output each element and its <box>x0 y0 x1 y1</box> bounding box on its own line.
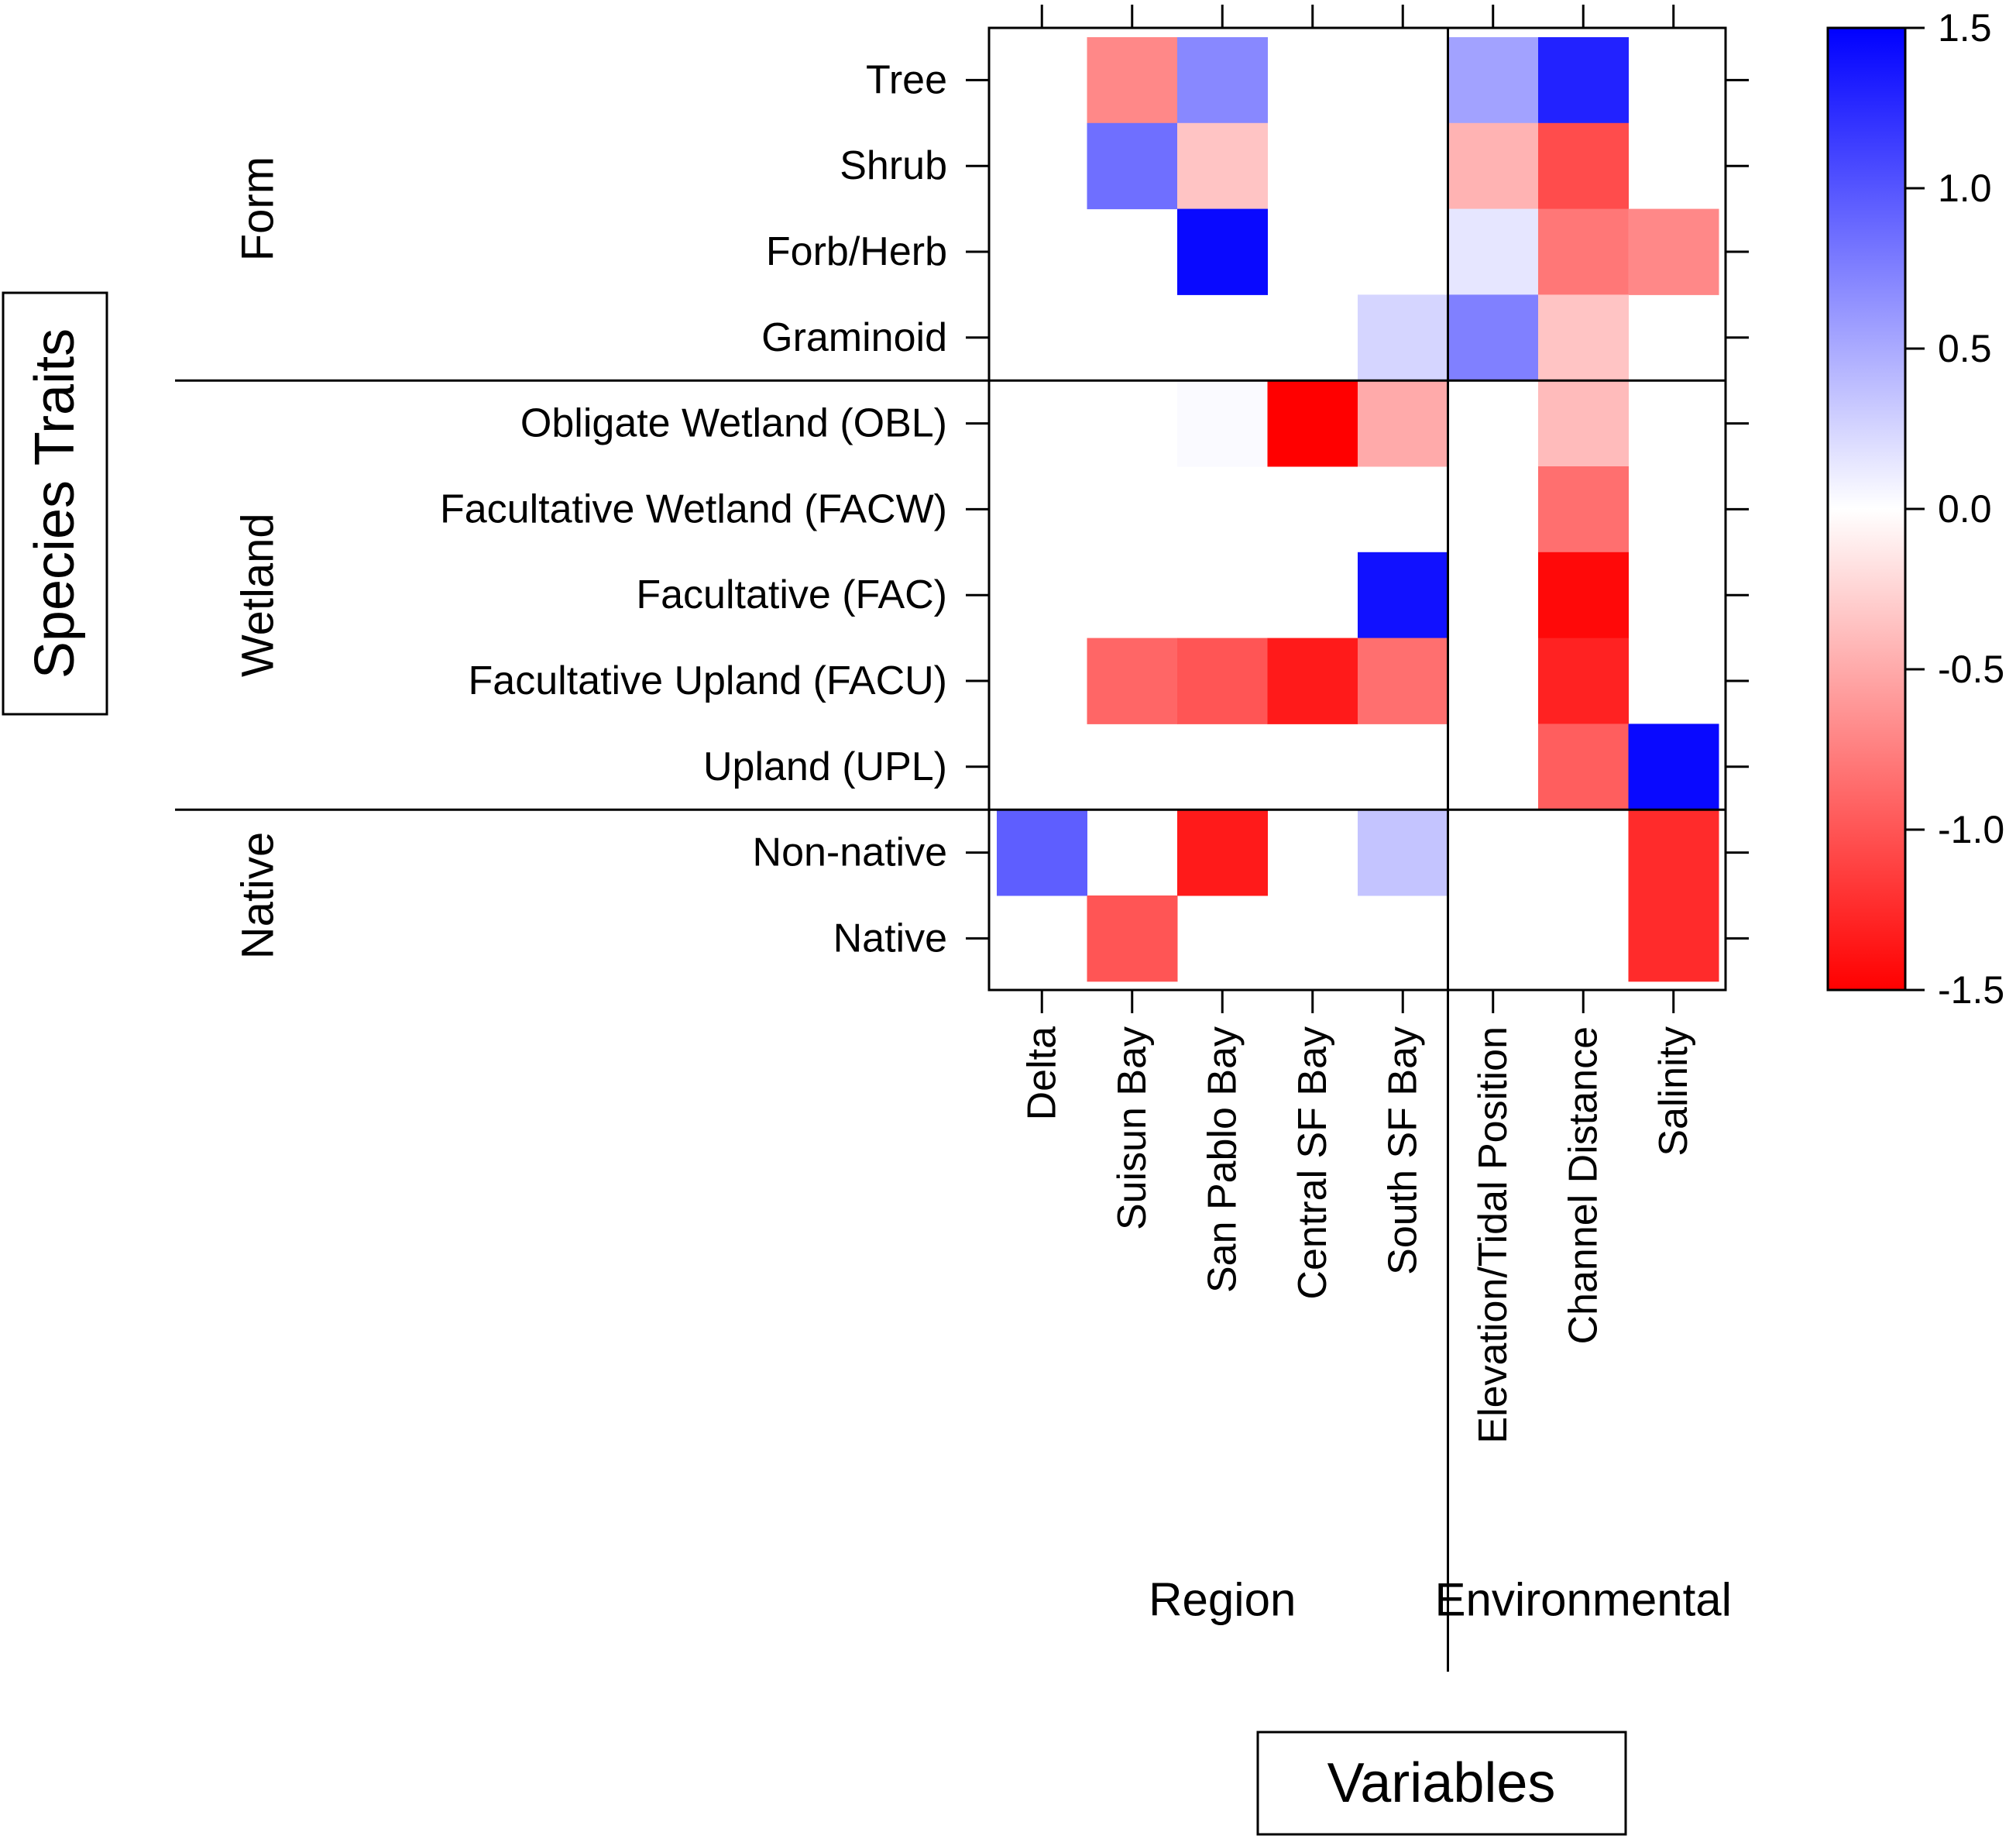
row-label-graminoid: Graminoid <box>761 315 947 360</box>
cell-facultative-upland-facu-suisun-bay <box>1087 638 1178 724</box>
cell-upland-upl-salinity <box>1628 724 1719 810</box>
cell-non-native-san-pablo-bay <box>1177 810 1268 896</box>
row-group-label-form: Form <box>233 156 283 261</box>
cell-tree-elevation-tidal-position <box>1448 37 1539 124</box>
column-label-south-sf-bay: South SF Bay <box>1380 1026 1425 1275</box>
colorbar-tick-label: 1.0 <box>1938 167 1992 210</box>
row-label-forb-herb: Forb/Herb <box>766 229 947 274</box>
colorbar: 1.5 1.0 0.5 0.0 -0.5 -1.0 -1.5 <box>1826 6 2004 1012</box>
cell-native-suisun-bay <box>1087 895 1178 982</box>
row-label-non-native: Non-native <box>753 830 947 875</box>
y-axis-title: Species Traits <box>24 328 86 679</box>
column-label-channel-distance: Channel Distance <box>1561 1026 1606 1344</box>
cell-tree-suisun-bay <box>1087 37 1178 124</box>
cell-graminoid-south-sf-bay <box>1358 294 1448 381</box>
cell-obligate-wetland-obl-san-pablo-bay <box>1177 380 1268 467</box>
colorbar-tick-label: -1.5 <box>1938 968 2004 1012</box>
column-label-central-sf-bay: Central SF Bay <box>1290 1026 1335 1300</box>
cell-facultative-upland-facu-south-sf-bay <box>1358 638 1448 724</box>
row-label-upland-upl: Upland (UPL) <box>703 744 947 789</box>
cell-obligate-wetland-obl-channel-distance <box>1538 380 1629 467</box>
column-label-san-pablo-bay: San Pablo Bay <box>1200 1026 1245 1293</box>
cell-facultative-upland-facu-channel-distance <box>1538 638 1629 724</box>
cell-forb-herb-channel-distance <box>1538 208 1629 295</box>
column-group-label-environmental: Environmental <box>1434 1574 1732 1626</box>
column-label-delta: Delta <box>1019 1026 1064 1120</box>
cell-facultative-fac-channel-distance <box>1538 552 1629 639</box>
row-label-obligate-wetland-obl: Obligate Wetland (OBL) <box>520 401 947 446</box>
cell-facultative-wetland-facw-channel-distance <box>1538 466 1629 553</box>
row-label-tree: Tree <box>866 57 947 102</box>
row-label-facultative-upland-facu: Facultative Upland (FACU) <box>469 658 947 703</box>
cell-non-native-salinity <box>1628 810 1719 896</box>
column-label-salinity: Salinity <box>1651 1026 1696 1157</box>
row-group-label-native: Native <box>233 832 283 959</box>
cell-upland-upl-channel-distance <box>1538 724 1629 810</box>
row-group-label-wetland: Wetland <box>233 513 283 677</box>
cell-tree-san-pablo-bay <box>1177 37 1268 124</box>
cell-graminoid-elevation-tidal-position <box>1448 294 1539 381</box>
cell-facultative-fac-south-sf-bay <box>1358 552 1448 639</box>
y-title-box <box>2 291 108 716</box>
column-label-elevation-tidal-position: Elevation/Tidal Position <box>1471 1026 1516 1444</box>
colorbar-gradient <box>1826 26 1907 992</box>
group-labels: Form Wetland Native Region Environmental <box>233 156 1733 1626</box>
colorbar-tick-label: -0.5 <box>1938 648 2004 691</box>
cell-facultative-upland-facu-san-pablo-bay <box>1177 638 1268 724</box>
x-title-box <box>1256 1731 1627 1836</box>
cell-tree-channel-distance <box>1538 37 1629 124</box>
row-label-shrub: Shrub <box>840 143 947 188</box>
row-label-facultative-wetland-facw: Facultative Wetland (FACW) <box>440 486 947 531</box>
colorbar-tick-label: 0.5 <box>1938 327 1992 370</box>
cell-shrub-elevation-tidal-position <box>1448 122 1539 210</box>
colorbar-tick-label: 0.0 <box>1938 487 1992 531</box>
colorbar-tick-label: -1.0 <box>1938 808 2004 851</box>
column-group-label-region: Region <box>1149 1574 1296 1626</box>
cell-shrub-san-pablo-bay <box>1177 122 1268 210</box>
x-axis: Delta Suisun Bay San Pablo Bay Central SF B… <box>1019 5 1696 1444</box>
cell-native-salinity <box>1628 895 1719 982</box>
column-label-suisun-bay: Suisun Bay <box>1110 1026 1155 1230</box>
cell-forb-herb-salinity <box>1628 208 1719 295</box>
cell-graminoid-channel-distance <box>1538 294 1629 381</box>
cell-non-native-delta <box>997 810 1087 896</box>
cell-forb-herb-elevation-tidal-position <box>1448 208 1539 295</box>
cell-shrub-suisun-bay <box>1087 122 1178 210</box>
y-axis: Tree Shrub Forb/Herb Graminoid Obligate Wetl… <box>440 57 1749 961</box>
row-label-native: Native <box>833 916 947 961</box>
cell-non-native-south-sf-bay <box>1358 810 1448 896</box>
cell-facultative-upland-facu-central-sf-bay <box>1267 638 1358 724</box>
cell-obligate-wetland-obl-south-sf-bay <box>1358 380 1448 467</box>
cell-forb-herb-san-pablo-bay <box>1177 208 1268 295</box>
cell-shrub-channel-distance <box>1538 122 1629 210</box>
row-label-facultative-fac: Facultative (FAC) <box>636 572 947 617</box>
colorbar-tick-label: 1.5 <box>1938 6 1992 50</box>
axis-titles: Species Traits Variables <box>2 291 1627 1836</box>
cell-obligate-wetland-obl-central-sf-bay <box>1267 380 1358 467</box>
x-axis-title: Variables <box>1327 1752 1556 1814</box>
heatmap-cells <box>997 37 1719 982</box>
